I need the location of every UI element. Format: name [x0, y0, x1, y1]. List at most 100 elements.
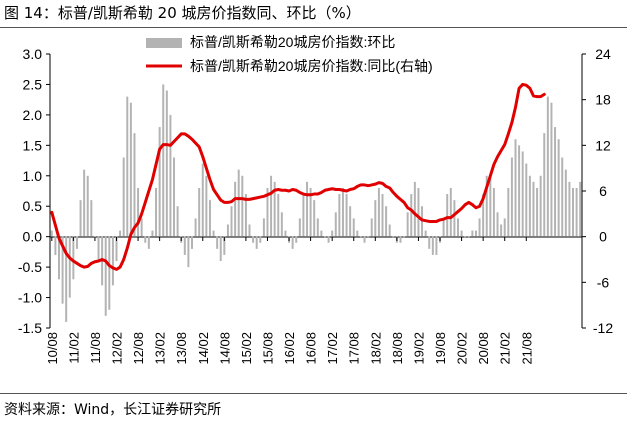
left-tick-label: 2.0 — [23, 107, 43, 123]
mom-bar — [162, 84, 165, 237]
x-tick-label: 17/02 — [325, 332, 340, 365]
mom-bar — [471, 230, 474, 237]
x-tick-label: 21/08 — [519, 332, 534, 365]
combo-chart: -1.5 -1.0 -0.5 0.0 0.5 1.0 1.5 2.0 2.5 3.0 -12 -6 0… — [18, 34, 613, 365]
mom-bar — [327, 236, 330, 243]
title-divider — [0, 27, 627, 28]
left-tick-label: 1.0 — [23, 168, 43, 184]
mom-bar — [514, 139, 517, 237]
figure-title: 图 14：标普/凯斯希勒 20 城房价指数同、环比（%） — [4, 4, 361, 22]
mom-bar — [478, 218, 481, 237]
x-tick-label: 15/02 — [239, 332, 254, 365]
mom-bar — [244, 194, 247, 237]
mom-bar — [140, 218, 143, 237]
left-tick-label: -0.5 — [18, 259, 42, 275]
mom-bar — [543, 133, 546, 237]
mom-bar — [467, 236, 470, 238]
mom-bar — [363, 236, 366, 243]
mom-bar — [316, 218, 319, 237]
x-tick-label: 11/08 — [88, 332, 103, 364]
right-tick-label: -6 — [597, 274, 610, 290]
mom-bar — [521, 151, 524, 237]
mom-bar — [431, 236, 434, 255]
chart-axes — [49, 54, 583, 328]
mom-bar — [54, 236, 57, 255]
mom-bar — [205, 175, 208, 237]
right-tick-label: 18 — [595, 92, 611, 108]
mom-bar — [187, 236, 190, 268]
mom-bar — [226, 224, 229, 237]
mom-bar — [539, 175, 542, 237]
mom-bar — [464, 236, 467, 238]
mom-bar — [201, 163, 204, 237]
mom-bar — [399, 236, 402, 243]
x-tick-label: 11/02 — [66, 332, 81, 364]
right-tick-label: -12 — [593, 320, 613, 336]
mom-bar — [510, 157, 513, 237]
mom-bar — [237, 169, 240, 237]
mom-bar — [435, 236, 438, 255]
mom-bar — [367, 236, 370, 238]
mom-bar — [137, 187, 140, 237]
left-tick-label: 2.5 — [23, 76, 43, 92]
legend-label-bar: 标普/凯斯希勒20城房价指数:环比 — [190, 34, 395, 50]
mom-bar — [503, 218, 506, 237]
mom-bar — [252, 236, 255, 243]
left-tick-label: 0.0 — [23, 229, 43, 245]
x-tick-label: 16/02 — [282, 332, 297, 365]
mom-bar — [284, 230, 287, 237]
mom-bar — [68, 236, 71, 298]
mom-bar — [428, 236, 431, 249]
mom-bar — [410, 194, 413, 237]
mom-bar — [557, 139, 560, 237]
mom-bar — [349, 206, 352, 237]
mom-bar — [417, 187, 420, 237]
mom-bar — [191, 236, 193, 249]
mom-bar — [104, 236, 107, 316]
mom-bar — [208, 200, 211, 237]
x-tick-label: 13/08 — [174, 332, 189, 365]
right-tick-label: 12 — [595, 137, 611, 153]
right-tick-label: 0 — [599, 229, 607, 245]
mom-bar — [331, 230, 334, 237]
mom-bar — [255, 236, 258, 249]
mom-bar — [356, 230, 359, 237]
left-y-tick-labels: -1.5 -1.0 -0.5 0.0 0.5 1.0 1.5 2.0 2.5 3.0 — [18, 46, 50, 336]
mom-bar — [518, 145, 521, 237]
mom-bar — [413, 181, 416, 237]
left-tick-label: -1.5 — [18, 320, 42, 336]
mom-bar — [474, 230, 477, 237]
mom-bar — [273, 181, 276, 237]
mom-bar — [370, 218, 373, 237]
mom-bar — [108, 236, 111, 310]
mom-bar — [266, 187, 269, 237]
mom-bar — [241, 175, 244, 237]
x-tick-label: 12/08 — [131, 332, 146, 365]
mom-bar — [546, 96, 549, 237]
mom-bar — [492, 187, 495, 237]
mom-bar — [554, 127, 557, 237]
mom-bar — [403, 236, 406, 238]
left-tick-label: 1.5 — [23, 137, 43, 153]
mom-bar — [457, 218, 459, 237]
right-tick-label: 24 — [595, 46, 611, 62]
yoy-line-series — [50, 82, 546, 271]
mom-bar — [561, 157, 564, 237]
x-tick-label: 19/08 — [433, 332, 448, 365]
mom-bar — [216, 236, 219, 249]
mom-bar — [485, 175, 488, 237]
mom-bar — [295, 236, 298, 243]
mom-bar — [212, 230, 215, 237]
left-tick-label: -1.0 — [18, 290, 42, 306]
mom-bar — [406, 212, 409, 237]
mom-bar — [147, 236, 150, 249]
x-tick-label: 21/02 — [498, 332, 513, 365]
mom-bar — [280, 212, 283, 237]
mom-bar — [122, 157, 125, 237]
mom-bar — [525, 163, 528, 237]
mom-bar — [126, 96, 129, 237]
mom-bar — [575, 187, 578, 237]
mom-bar — [72, 236, 75, 280]
mom-bar — [270, 175, 273, 237]
mom-bar — [341, 187, 344, 237]
